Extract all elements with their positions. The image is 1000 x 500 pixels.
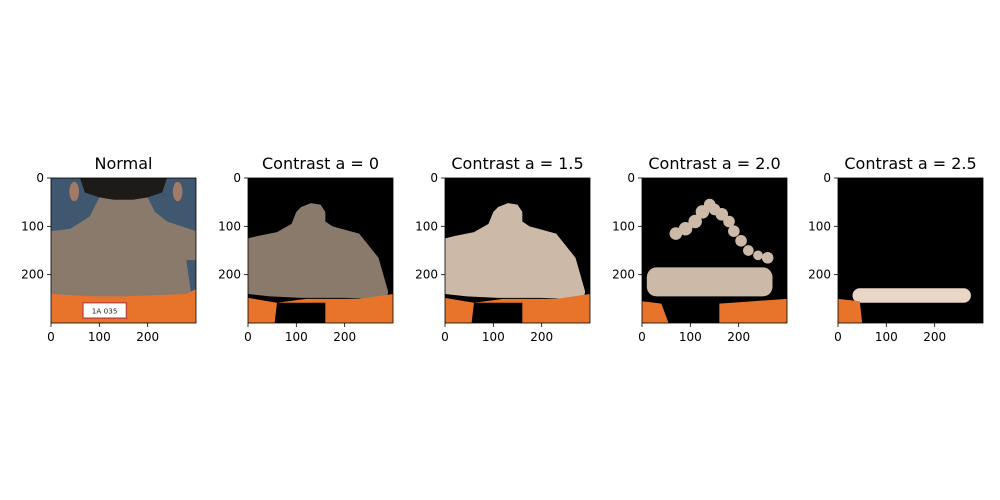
image-area [838,178,983,323]
shirt-left [642,301,669,323]
x-tick-label: 0 [244,330,252,344]
skin-band [646,267,773,297]
subplot-5: Contrast a = 2.5 0 100 200 0 100 200 [808,154,984,344]
subplot-4: Contrast a = 2.0 0 100 200 0 100 200 [612,154,788,344]
x-tick-label: 0 [441,330,449,344]
subplot-1: 1A 035 Normal 0 100 200 0 100 200 [21,154,197,344]
y-tick-label: 0 [36,171,44,185]
x-tick-label: 100 [679,330,702,344]
image-area [445,178,590,323]
shirt-region [445,294,590,323]
shirt-tag [82,301,128,319]
right-ear [172,181,183,202]
skin-blob [715,207,729,221]
x-tick-label: 200 [923,330,946,344]
shirt-corner [838,298,863,323]
y-tick-label: 200 [415,268,438,282]
subplot-title: Contrast a = 1.5 [451,154,583,173]
skin-blob [678,221,693,236]
skin-strip [852,288,971,303]
x-tick-label: 100 [482,330,505,344]
y-tick-label: 0 [627,171,635,185]
skin-blob [723,215,735,228]
skin-blob [743,245,754,256]
shirt-tag-label: 1A 035 [92,306,118,315]
image-area [248,178,393,323]
y-tick-label: 0 [823,171,831,185]
y-tick-label: 200 [612,268,635,282]
x-tick-label: 0 [638,330,646,344]
x-tick-label: 0 [834,330,842,344]
subplot-2: Contrast a = 0 0 100 200 0 100 200 [218,154,394,344]
subplot-title: Contrast a = 2.0 [648,154,780,173]
x-tick-label: 200 [333,330,356,344]
skin-blob [753,250,763,261]
shirt-region [248,294,393,323]
x-tick-label: 0 [47,330,55,344]
subplot-title: Normal [95,154,153,173]
skin-region [445,203,586,304]
skin-blob [735,235,747,247]
y-tick-label: 100 [415,219,438,233]
axes-frame [247,177,394,324]
y-tick-label: 100 [218,219,241,233]
axes-frame [837,177,984,324]
x-tick-label: 200 [530,330,553,344]
x-tick-label: 100 [88,330,111,344]
x-tick-label: 100 [875,330,898,344]
axes-frame [50,177,197,324]
y-tick-label: 100 [808,219,831,233]
left-ear [69,181,80,202]
shirt-right [719,298,787,323]
hair [80,178,167,200]
skin-blob [688,214,702,229]
y-tick-label: 100 [612,219,635,233]
skin-blob [728,225,740,237]
y-tick-label: 0 [233,171,241,185]
image-area: 1A 035 [51,178,196,323]
y-tick-label: 100 [21,219,44,233]
skin-blob [761,251,774,264]
skin-region [248,203,389,304]
image-area [642,178,787,323]
x-tick-label: 100 [285,330,308,344]
axes-frame [444,177,591,324]
axes-frame [641,177,788,324]
back-skin [51,231,192,302]
y-tick-label: 200 [808,268,831,282]
subplot-title: Contrast a = 0 [262,154,379,173]
x-tick-label: 200 [136,330,159,344]
x-tick-label: 200 [727,330,750,344]
subplot-3: Contrast a = 1.5 0 100 200 0 100 200 [415,154,591,344]
subplot-title: Contrast a = 2.5 [844,154,976,173]
y-tick-label: 200 [218,268,241,282]
y-tick-label: 200 [21,268,44,282]
y-tick-label: 0 [430,171,438,185]
